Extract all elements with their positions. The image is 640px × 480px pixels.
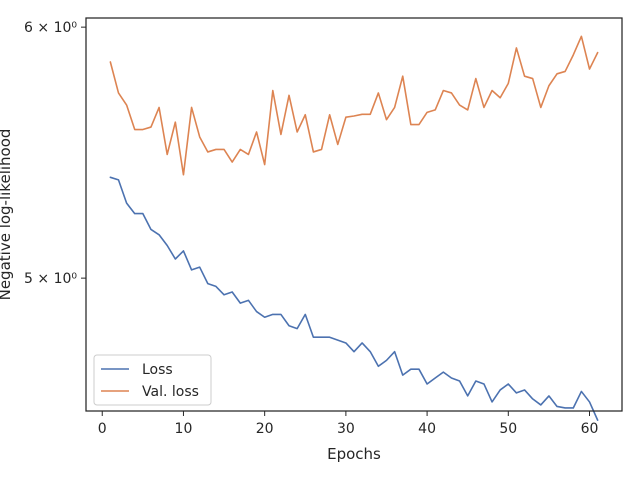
axes-frame — [85, 17, 623, 412]
x-tick-label: 30 — [337, 421, 355, 437]
x-tick-label: 60 — [581, 421, 599, 437]
y-tick-label: 6 × 10⁰ — [24, 20, 77, 36]
x-axis-ticks: 0 10 20 30 40 50 60 — [98, 411, 599, 437]
series-line-loss — [109, 176, 599, 421]
legend: Loss Val. loss — [93, 354, 212, 406]
x-tick-label: 20 — [256, 421, 274, 437]
y-axis-label: Negative log-likelihood — [0, 129, 14, 301]
series-line-val-loss — [109, 35, 599, 176]
x-axis-label: Epochs — [327, 445, 381, 463]
x-tick-label: 40 — [418, 421, 436, 437]
legend-label-val-loss: Val. loss — [142, 384, 199, 400]
y-tick-label: 5 × 10⁰ — [24, 271, 77, 287]
x-tick-label: 0 — [98, 421, 107, 437]
x-tick-label: 10 — [175, 421, 193, 437]
legend-label-loss: Loss — [142, 362, 173, 378]
legend-box — [93, 354, 212, 406]
series-layer — [109, 35, 599, 421]
y-axis-ticks: 5 × 10⁰ 6 × 10⁰ — [24, 20, 86, 287]
x-tick-label: 50 — [499, 421, 517, 437]
